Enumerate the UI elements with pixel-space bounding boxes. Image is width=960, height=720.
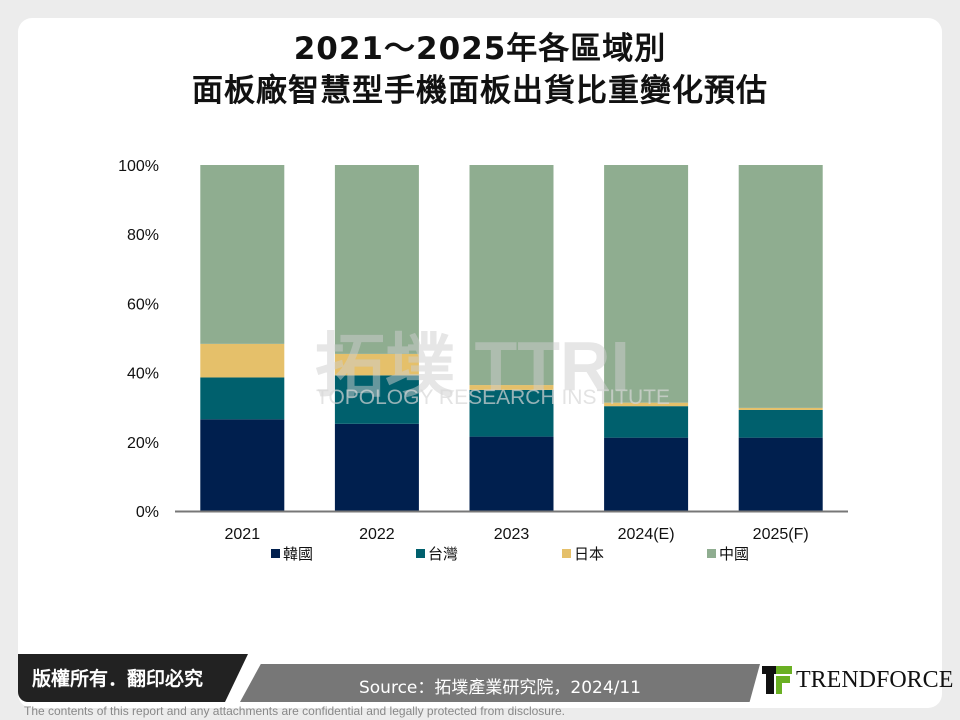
source-text: Source：拓墣產業研究院，2024/11 [358,678,641,698]
watermark: 拓墣 TTRI [315,327,630,405]
bar-segment-日本 [469,385,554,390]
watermark-cn: 拓墣 [315,327,455,405]
legend-swatch [707,549,716,558]
y-tick-label: 40% [127,366,159,383]
bar-segment-日本 [738,407,823,410]
trendforce-logo: TRENDFORCE [762,666,953,694]
bar-segment-韓國 [604,437,689,511]
bar-segment-日本 [604,402,689,407]
watermark-en: TOPOLOGY RESEARCH INSTITUTE [316,386,670,409]
title-line-1: 2021～2025年各區域別 [293,31,667,67]
bar-segment-台灣 [604,406,689,438]
bar-segment-韓國 [469,436,554,511]
bar-segment-中國 [604,165,689,403]
bar-segment-台灣 [738,409,823,438]
x-tick-label: 2024(E) [618,526,675,543]
title-line-2: 面板廠智慧型手機面板出貨比重變化預估 [192,73,768,109]
copyright-banner: 版權所有．翻印必究 [18,654,248,702]
legend-swatch [271,549,280,558]
bar-segment-韓國 [738,437,823,511]
y-tick-label: 60% [127,296,159,313]
source-banner: Source：拓墣產業研究院，2024/11 [240,664,760,702]
logo-text: TRENDFORCE [796,666,954,693]
chart-title: 2021～2025年各區域別 面板廠智慧型手機面板出貨比重變化預估 [0,28,960,112]
x-tick-label: 2021 [225,526,261,543]
legend-swatch [562,549,571,558]
bar-segment-台灣 [200,377,285,420]
bar-segment-中國 [200,165,285,344]
bar-segment-台灣 [334,375,419,424]
bar-segment-台灣 [469,389,554,437]
bar-segment-中國 [738,165,823,408]
legend-label: 日本 [574,545,604,563]
y-tick-label: 100% [118,158,159,175]
x-tick-label: 2022 [359,526,395,543]
disclaimer: The contents of this report and any atta… [24,704,565,718]
bar-segment-日本 [200,343,285,378]
bar-segment-中國 [334,165,419,354]
bar-segment-中國 [469,165,554,386]
legend-label: 台灣 [428,545,458,563]
y-tick-label: 80% [127,227,159,244]
y-tick-label: 0% [136,504,159,521]
y-tick-label: 20% [127,435,159,452]
bar-segment-韓國 [200,419,285,511]
x-tick-label: 2025(F) [753,526,809,543]
trendforce-logo-icon [762,666,792,694]
legend-label: 中國 [719,545,749,563]
x-tick-label: 2023 [494,526,530,543]
legend-label: 韓國 [283,545,313,563]
legend-swatch [416,549,425,558]
bar-segment-日本 [334,353,419,376]
copyright-text: 版權所有．翻印必究 [32,668,204,690]
bar-segment-韓國 [334,423,419,511]
